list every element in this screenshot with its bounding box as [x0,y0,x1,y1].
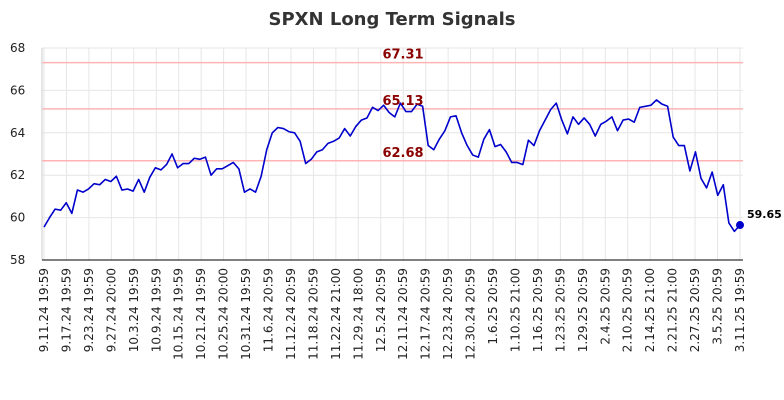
x-tick-label: 10.21.24 19:59 [194,268,208,360]
y-tick-label: 60 [10,211,25,225]
x-tick-label: 10.25.24 20:00 [217,268,231,360]
x-tick-label: 2.10.25 20:59 [621,268,635,352]
x-tick-label: 12.30.24 20:59 [464,268,478,360]
last-value-label: 59.65 [747,208,782,221]
x-tick-label: 10.3.24 19:59 [127,268,141,352]
x-tick-label: 11.29.24 18:00 [351,268,365,360]
chart-title: SPXN Long Term Signals [268,9,515,30]
x-tick-label: 9.11.24 19:59 [37,268,51,352]
reference-line-label: 65.13 [382,94,423,109]
x-tick-label: 2.4.25 20:59 [598,268,612,345]
x-tick-label: 1.6.25 20:59 [486,268,500,345]
y-tick-label: 68 [10,41,25,55]
x-tick-label: 3.5.25 20:59 [711,268,725,345]
x-tick-label: 11.6.24 20:59 [262,268,276,352]
x-tick-label: 11.18.24 20:59 [306,268,320,360]
x-tick-label: 2.21.25 21:00 [666,268,680,352]
x-tick-label: 9.17.24 19:59 [59,268,73,352]
series-layer [44,100,744,231]
x-tick-label: 12.5.24 20:59 [374,268,388,352]
axes: 58 60 62 64 66 68 9.11.24 19:59 9.17.24 19:59 9.… [10,41,747,360]
reference-line-label: 67.31 [382,48,423,63]
x-tick-label: 1.16.25 20:59 [531,268,545,352]
y-tick-label: 64 [10,126,25,140]
x-tick-label: 10.9.24 19:59 [149,268,163,352]
x-tick-label: 12.11.24 20:59 [396,268,410,360]
x-tick-label: 12.23.24 20:59 [441,268,455,360]
x-tick-label: 12.17.24 20:59 [419,268,433,360]
x-tick-label: 10.15.24 19:59 [172,268,186,360]
x-tick-label: 3.11.25 19:59 [733,268,747,352]
x-tick-label: 1.23.25 20:59 [553,268,567,352]
y-tick-label: 62 [10,168,25,182]
x-tick-label: 11.22.24 21:00 [329,268,343,360]
x-tick-label: 1.29.25 20:59 [576,268,590,352]
x-tick-label: 9.27.24 20:00 [104,268,118,352]
x-tick-label: 11.12.24 20:59 [284,268,298,360]
last-value-point [736,221,744,229]
x-tick-label: 2.14.25 21:00 [643,268,657,352]
x-tick-label: 10.31.24 19:59 [239,268,253,360]
series-line [44,100,740,231]
x-tick-label: 9.23.24 19:59 [82,268,96,352]
reference-line-label: 62.68 [382,146,423,161]
y-tick-label: 66 [10,83,25,97]
y-tick-label: 58 [10,253,25,267]
x-tick-label: 1.10.25 21:00 [508,268,522,352]
x-tick-label: 2.27.25 20:59 [688,268,702,352]
line-chart: SPXN Long Term Signals 58 60 62 64 66 68 9.11.… [0,0,784,400]
chart-container: SPXN Long Term Signals 58 60 62 64 66 68 9.11.… [0,0,784,400]
